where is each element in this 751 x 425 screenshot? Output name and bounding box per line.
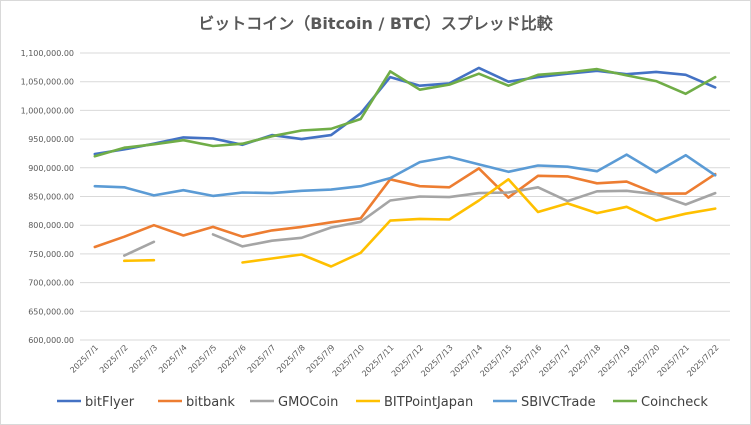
series-line-GMOCoin xyxy=(123,240,156,257)
y-tick-label: 900,000.00 xyxy=(28,164,74,173)
series-line-BITPointJapan xyxy=(241,178,717,268)
x-tick-label: 2025/7/22 xyxy=(685,343,720,378)
chart-title: ビットコイン（Bitcoin / BTC）スプレッド比較 xyxy=(198,14,553,33)
y-tick-label: 600,000.00 xyxy=(28,336,74,345)
series-line-bitbank xyxy=(93,167,717,249)
y-tick-label: 750,000.00 xyxy=(28,250,74,259)
y-tick-label: 700,000.00 xyxy=(28,279,74,288)
series-line-SBIVCTrade xyxy=(93,153,717,198)
y-tick-label: 850,000.00 xyxy=(28,193,74,202)
y-tick-label: 800,000.00 xyxy=(28,221,74,230)
legend-label-BITPointJapan: BITPointJapan xyxy=(384,395,473,410)
legend-label-Coincheck: Coincheck xyxy=(641,395,708,410)
y-tick-label: 950,000.00 xyxy=(28,135,74,144)
series-line-GMOCoin xyxy=(211,186,717,248)
x-tick-label: 2025/7/3 xyxy=(128,343,160,375)
x-tick-label: 2025/7/1 xyxy=(68,343,100,375)
y-tick-label: 650,000.00 xyxy=(28,307,74,316)
legend-label-GMOCoin: GMOCoin xyxy=(278,395,338,410)
series-line-BITPointJapan xyxy=(123,258,156,263)
x-tick-label: 2025/7/8 xyxy=(275,343,307,375)
x-tick-label: 2025/7/2 xyxy=(98,343,130,375)
x-tick-label: 2025/7/6 xyxy=(216,343,248,375)
legend-label-bitFlyer: bitFlyer xyxy=(85,395,135,410)
series-line-Coincheck xyxy=(93,67,717,158)
legend-label-SBIVCTrade: SBIVCTrade xyxy=(521,395,596,410)
legend-label-bitbank: bitbank xyxy=(186,395,235,410)
y-tick-label: 1,000,000.00 xyxy=(21,106,74,115)
y-tick-label: 1,100,000.00 xyxy=(21,49,74,58)
x-tick-label: 2025/7/7 xyxy=(246,343,278,375)
x-tick-label: 2025/7/5 xyxy=(187,343,219,375)
y-tick-label: 1,050,000.00 xyxy=(21,78,74,87)
x-tick-label: 2025/7/4 xyxy=(157,343,189,375)
